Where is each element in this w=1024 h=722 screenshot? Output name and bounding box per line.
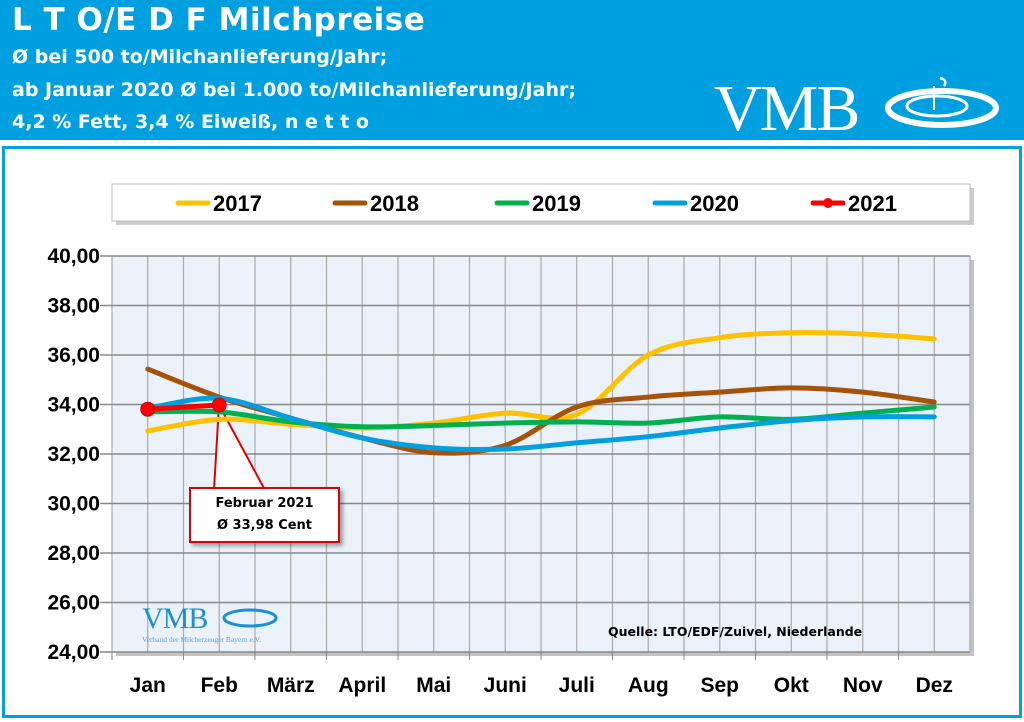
legend-label-2019: 2019 (532, 191, 581, 216)
x-tick-label: Juli (559, 674, 595, 697)
x-tick-label: Feb (201, 674, 238, 697)
legend-label-2018: 2018 (370, 191, 419, 216)
subtitle-line-3: 4,2 % Fett, 3,4 % Eiweiß, n e t t o (12, 111, 369, 133)
vmb-logo: VMB (714, 72, 999, 138)
series-line-2017 (145, 330, 937, 434)
y-tick-label: 24,00 (47, 641, 100, 664)
y-tick-label: 36,00 (47, 344, 100, 367)
header-banner: L T O/E D F Milchpreise Ø bei 500 to/Mil… (0, 0, 1024, 140)
x-tick-label: Dez (916, 674, 953, 697)
legend-label-2021: 2021 (848, 191, 897, 216)
svg-text:VMB: VMB (714, 72, 858, 138)
vmb-watermark-logo: VMB Verband der Milcherzeuger Bayern e.V… (142, 602, 278, 644)
y-tick-label: 38,00 (47, 295, 100, 318)
series-line-2021 (145, 402, 222, 412)
legend-marker-2021 (823, 198, 833, 208)
legend-label-2020: 2020 (690, 191, 739, 216)
y-tick-label: 34,00 (47, 394, 100, 417)
y-tick-label: 30,00 (47, 493, 100, 516)
x-tick-label: Juni (484, 674, 527, 697)
y-tick-label: 40,00 (47, 245, 100, 268)
callout-value: Ø 33,98 Cent (216, 518, 313, 533)
svg-text:VMB: VMB (142, 602, 207, 635)
subtitle-line-2: ab Januar 2020 Ø bei 1.000 to/Milchanlie… (12, 79, 576, 101)
page-title: L T O/E D F Milchpreise (12, 2, 426, 38)
legend-label-2017: 2017 (213, 191, 262, 216)
y-tick-label: 32,00 (47, 443, 100, 466)
watermark-subtext: Verband der Milcherzeuger Bayern e.V. (142, 635, 261, 644)
x-tick-label: Nov (843, 674, 883, 697)
series-line-2020 (145, 395, 937, 453)
callout-month: Februar 2021 (215, 496, 314, 511)
callout-box: Februar 2021 Ø 33,98 Cent (189, 487, 340, 543)
x-tick-label: April (338, 674, 386, 697)
x-tick-label: Okt (774, 674, 809, 697)
data-point-2021-Jan (140, 401, 156, 417)
source-note: Quelle: LTO/EDF/Zuivel, Niederlande (608, 624, 863, 639)
x-tick-label: Jan (130, 674, 166, 697)
x-tick-label: Sep (700, 674, 739, 697)
y-tick-label: 26,00 (47, 592, 100, 615)
x-tick-label: März (267, 674, 315, 697)
y-tick-label: 28,00 (47, 542, 100, 565)
subtitle-line-1: Ø bei 500 to/Milchanlieferung/Jahr; (12, 46, 388, 68)
x-tick-label: Mai (416, 674, 451, 697)
data-point-2021-Feb (211, 397, 227, 413)
x-tick-label: Aug (628, 674, 669, 697)
